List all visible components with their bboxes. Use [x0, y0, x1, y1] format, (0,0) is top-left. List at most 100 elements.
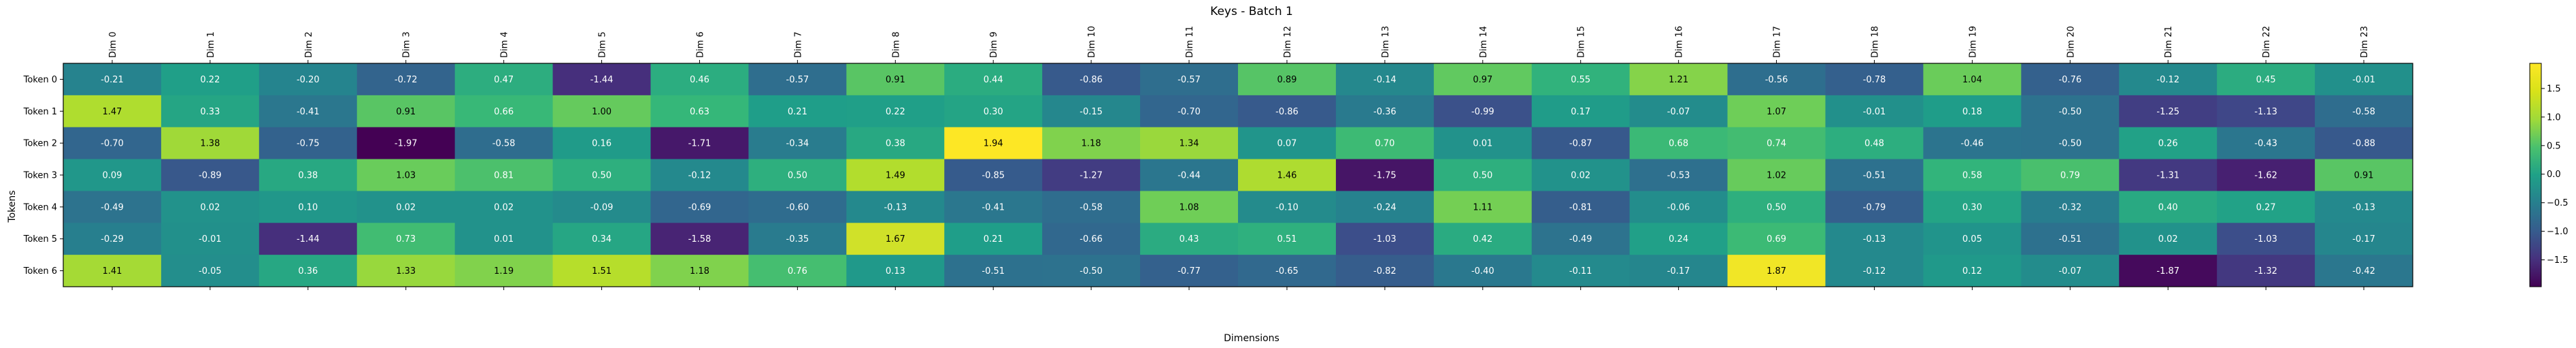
heatmap-cell: [1238, 255, 1337, 287]
y-tick-labels: Token 0 Token 1 Token 2 Token 3 Token 4 Token…: [23, 75, 63, 276]
heatmap-cell: [1825, 95, 1924, 128]
cell-value-label: -0.21: [101, 75, 124, 85]
heatmap-cell: [63, 191, 162, 223]
cell-value-label: 0.38: [298, 171, 318, 181]
cell-value-label: 0.66: [494, 107, 514, 117]
x-tick-label: Dim 5: [598, 31, 608, 58]
heatmap-cell: [1042, 127, 1141, 160]
cell-value-label: -1.62: [2254, 171, 2277, 181]
heatmap-cell: [1825, 223, 1924, 255]
cell-value-label: -0.66: [1080, 234, 1103, 244]
x-tick-label: Dim 17: [1773, 26, 1783, 58]
heatmap-cell: [63, 63, 162, 96]
x-tick-label: Dim 10: [1087, 26, 1097, 58]
heatmap-cell: [161, 159, 260, 191]
cell-value-label: -0.40: [1471, 266, 1494, 276]
heatmap-cell: [2315, 127, 2413, 160]
cell-value-label: 0.09: [102, 171, 122, 181]
x-tick-label: Dim 7: [793, 31, 803, 58]
heatmap-cell: [944, 159, 1043, 191]
heatmap-cell: [1531, 223, 1630, 255]
heatmap-cell: [1923, 191, 2022, 223]
cell-value-label: -0.89: [199, 171, 222, 181]
heatmap-cell: [258, 159, 358, 191]
cell-value-label: 0.24: [1669, 234, 1688, 244]
heatmap-cell: [63, 223, 162, 255]
x-tick-label: Dim 12: [1283, 26, 1293, 58]
heatmap-cell: [1433, 159, 1533, 191]
cell-value-label: -0.44: [1177, 171, 1201, 181]
heatmap-cell: [944, 255, 1043, 287]
cell-value-label: -0.09: [590, 202, 614, 212]
cell-value-label: -0.50: [2058, 139, 2081, 149]
y-tick-label: Token 3: [23, 171, 57, 181]
cell-value-label: -0.12: [688, 171, 712, 181]
cell-value-label: -0.58: [492, 139, 516, 149]
heatmap-cell: [1042, 223, 1141, 255]
heatmap-cell: [1923, 255, 2022, 287]
x-tick-labels: Dim 0 Dim 1 Dim 2 Dim 3 Dim 4 Dim 5 Dim 6 Dim 7…: [108, 26, 2370, 290]
cell-value-label: 0.50: [592, 171, 612, 181]
heatmap-cell: [1238, 159, 1337, 191]
heatmap-cell: [846, 255, 945, 287]
cell-value-label: 0.21: [984, 234, 1003, 244]
cell-value-label: -1.44: [297, 234, 320, 244]
cell-value-label: -1.58: [688, 234, 712, 244]
heatmap-cell: [356, 191, 456, 223]
cell-value-label: -0.70: [1177, 107, 1201, 117]
cell-value-label: 0.01: [1473, 139, 1492, 149]
heatmap-cell: [1238, 223, 1337, 255]
cell-value-label: 1.67: [886, 234, 905, 244]
heatmap-cell: [1727, 159, 1826, 191]
heatmap-cell: [1335, 191, 1435, 223]
heatmap-cell: [1923, 63, 2022, 96]
cell-value-label: -0.12: [2156, 75, 2179, 85]
cell-value-label: -1.03: [1373, 234, 1396, 244]
heatmap-cell: [2315, 191, 2413, 223]
cell-value-label: -0.42: [2352, 266, 2375, 276]
cell-value-label: -0.85: [982, 171, 1005, 181]
heatmap-cell: [2119, 127, 2218, 160]
x-tick-label: Dim 6: [695, 31, 705, 58]
heatmap-cell: [356, 63, 456, 96]
heatmap-cell: [846, 159, 945, 191]
heatmap-cell: [650, 95, 749, 128]
heatmap-cell: [1629, 159, 1728, 191]
heatmap-cell: [1433, 223, 1533, 255]
cell-value-label: 0.05: [1962, 234, 1982, 244]
colorbar-tick-label: −1.5: [2547, 255, 2569, 266]
heatmap-cell: [1335, 223, 1435, 255]
heatmap-cell: [161, 127, 260, 160]
cell-value-label: -0.13: [1863, 234, 1886, 244]
heatmap-cell: [1042, 255, 1141, 287]
heatmap-cell: [748, 159, 847, 191]
cell-value-label: 1.47: [102, 107, 122, 117]
cell-value-label: 1.07: [1767, 107, 1786, 117]
heatmap-cell: [1531, 95, 1630, 128]
cell-value-label: 0.18: [1962, 107, 1982, 117]
heatmap-cell: [2119, 255, 2218, 287]
heatmap-cell: [1629, 191, 1728, 223]
cell-value-label: -0.17: [2352, 234, 2375, 244]
heatmap-cell: [748, 223, 847, 255]
cell-value-label: 0.30: [984, 107, 1003, 117]
cell-value-label: 0.50: [788, 171, 807, 181]
heatmap-cell: [454, 63, 554, 96]
x-tick-label: Dim 14: [1479, 26, 1489, 58]
heatmap-cell: [1727, 95, 1826, 128]
cell-value-label: 1.02: [1767, 171, 1786, 181]
heatmap-cell: [2315, 63, 2413, 96]
x-tick-label: Dim 22: [2262, 26, 2272, 58]
cell-value-label: -0.07: [2058, 266, 2081, 276]
cell-value-label: -0.24: [1373, 202, 1396, 212]
cell-value-label: -0.14: [1373, 75, 1396, 85]
heatmap-cell: [944, 191, 1043, 223]
heatmap-cell: [2021, 95, 2120, 128]
heatmap-cell: [2315, 95, 2413, 128]
colorbar-tick-label: 1.0: [2547, 112, 2561, 123]
heatmap-cell: [1335, 63, 1435, 96]
cell-value-label: -0.01: [199, 234, 222, 244]
cell-value-label: -0.20: [297, 75, 320, 85]
heatmap-cell: [1140, 191, 1239, 223]
heatmap-cell: [552, 191, 651, 223]
